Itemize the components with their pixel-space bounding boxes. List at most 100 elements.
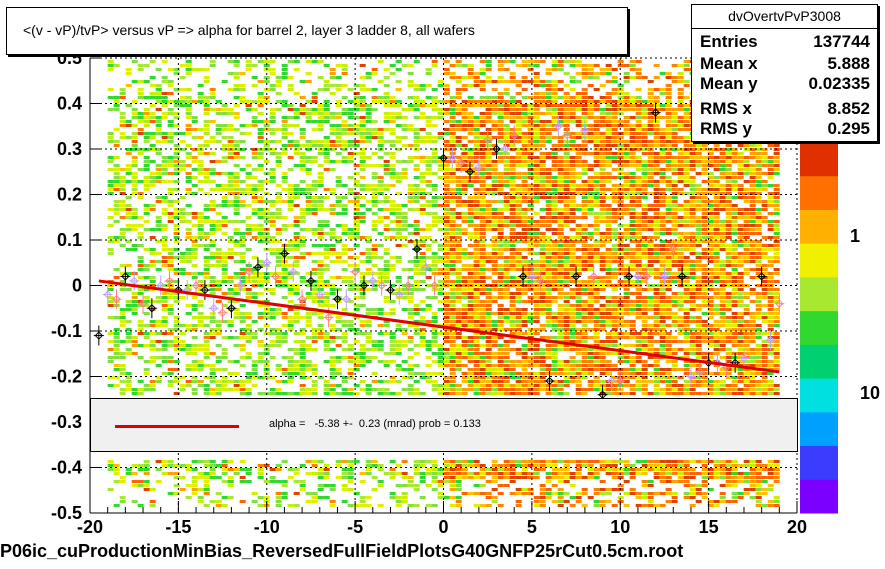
heatmap-cell — [341, 204, 348, 207]
heatmap-cell — [521, 464, 528, 467]
heatmap-cell — [149, 172, 156, 175]
heatmap-cell — [509, 348, 516, 351]
heatmap-cell — [509, 96, 516, 99]
heatmap-cell — [533, 252, 540, 255]
heatmap-cell — [371, 224, 378, 227]
heatmap-cell — [449, 292, 456, 295]
heatmap-cell — [521, 492, 528, 495]
heatmap-cell — [491, 388, 498, 391]
heatmap-cell — [563, 156, 570, 159]
heatmap-cell — [173, 68, 180, 71]
heatmap-cell — [581, 244, 588, 247]
heatmap-cell — [257, 264, 264, 267]
heatmap-cell — [407, 384, 414, 387]
heatmap-cell — [587, 328, 594, 331]
heatmap-cell — [491, 200, 498, 203]
heatmap-cell — [491, 296, 498, 299]
heatmap-cell — [467, 268, 474, 271]
heatmap-cell — [473, 128, 480, 131]
heatmap-cell — [173, 180, 180, 183]
heatmap-cell — [317, 112, 324, 115]
heatmap-cell — [551, 80, 558, 83]
heatmap-cell — [521, 292, 528, 295]
heatmap-cell — [557, 460, 564, 463]
heatmap-cell — [275, 312, 282, 315]
heatmap-cell — [539, 96, 546, 99]
heatmap-cell — [455, 168, 462, 171]
heatmap-cell — [131, 500, 138, 503]
heatmap-cell — [539, 176, 546, 179]
heatmap-cell — [287, 188, 294, 191]
heatmap-cell — [533, 504, 540, 507]
heatmap-cell — [479, 388, 486, 391]
heatmap-cell — [311, 284, 318, 287]
heatmap-cell — [425, 200, 432, 203]
heatmap-cell — [269, 248, 276, 251]
heatmap-cell — [479, 272, 486, 275]
heatmap-cell — [413, 460, 420, 463]
heatmap-cell — [491, 144, 498, 147]
heatmap-cell — [479, 84, 486, 87]
heatmap-cell — [479, 284, 486, 287]
heatmap-cell — [563, 468, 570, 471]
heatmap-cell — [485, 168, 492, 171]
heatmap-cell — [563, 196, 570, 199]
heatmap-cell — [401, 492, 408, 495]
heatmap-cell — [557, 112, 564, 115]
heatmap-cell — [137, 464, 144, 467]
heatmap-cell — [227, 172, 234, 175]
heatmap-cell — [407, 376, 414, 379]
heatmap-cell — [575, 284, 582, 287]
heatmap-cell — [455, 124, 462, 127]
heatmap-cell — [425, 248, 432, 251]
heatmap-cell — [485, 192, 492, 195]
heatmap-cell — [149, 184, 156, 187]
heatmap-cell — [563, 344, 570, 347]
heatmap-cell — [341, 64, 348, 67]
heatmap-cell — [239, 380, 246, 383]
heatmap-cell — [443, 224, 450, 227]
heatmap-cell — [221, 336, 228, 339]
heatmap-cell — [557, 336, 564, 339]
heatmap-cell — [617, 60, 624, 63]
heatmap-cell — [455, 184, 462, 187]
heatmap-cell — [143, 220, 150, 223]
heatmap-cell — [545, 372, 552, 375]
heatmap-cell — [353, 164, 360, 167]
heatmap-cell — [521, 188, 528, 191]
heatmap-cell — [461, 232, 468, 235]
heatmap-cell — [533, 296, 540, 299]
heatmap-cell — [185, 60, 192, 63]
heatmap-cell — [197, 160, 204, 163]
heatmap-cell — [287, 276, 294, 279]
heatmap-cell — [137, 480, 144, 483]
heatmap-cell — [437, 364, 444, 367]
heatmap-cell — [317, 76, 324, 79]
heatmap-cell — [611, 192, 618, 195]
heatmap-cell — [509, 388, 516, 391]
heatmap-cell — [173, 116, 180, 119]
heatmap-cell — [287, 372, 294, 375]
heatmap-cell — [245, 472, 252, 475]
heatmap-cell — [545, 464, 552, 467]
heatmap-cell — [587, 248, 594, 251]
heatmap-cell — [443, 204, 450, 207]
heatmap-cell — [473, 172, 480, 175]
heatmap-cell — [395, 236, 402, 239]
heatmap-cell — [287, 360, 294, 363]
heatmap-cell — [551, 120, 558, 123]
heatmap-cell — [527, 172, 534, 175]
heatmap-cell — [533, 348, 540, 351]
heatmap-cell — [527, 232, 534, 235]
heatmap-cell — [227, 380, 234, 383]
heatmap-cell — [527, 112, 534, 115]
heatmap-cell — [167, 472, 174, 475]
heatmap-cell — [587, 308, 594, 311]
heatmap-cell — [455, 496, 462, 499]
heatmap-cell — [515, 136, 522, 139]
heatmap-cell — [155, 120, 162, 123]
heatmap-cell — [395, 140, 402, 143]
heatmap-cell — [449, 336, 456, 339]
heatmap-cell — [521, 332, 528, 335]
heatmap-cell — [155, 460, 162, 463]
